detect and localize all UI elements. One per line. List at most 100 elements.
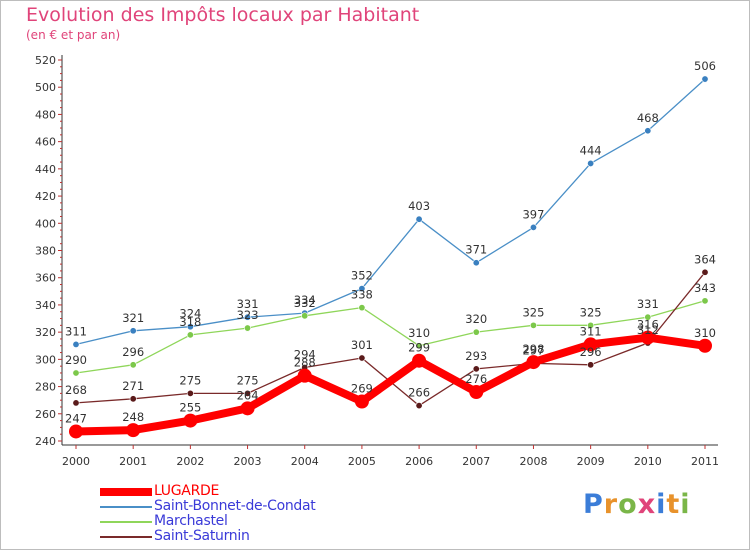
data-point-saint-bonnet-de-condat bbox=[529, 223, 537, 231]
data-label-lugarde: 310 bbox=[694, 326, 716, 340]
legend-label: Saint-Bonnet-de-Condat bbox=[154, 498, 316, 514]
data-label-lugarde: 299 bbox=[408, 341, 430, 355]
data-point-lugarde bbox=[297, 368, 312, 383]
data-label-saint-saturnin: 293 bbox=[465, 349, 487, 363]
series-line-lugarde bbox=[75, 333, 706, 436]
data-label-marchastel: 332 bbox=[294, 296, 316, 310]
data-point-saint-saturnin bbox=[415, 402, 423, 410]
logo-letter: t bbox=[666, 489, 681, 520]
data-point-lugarde bbox=[583, 337, 598, 352]
data-point-saint-bonnet-de-condat bbox=[587, 159, 595, 167]
data-label-saint-saturnin: 364 bbox=[694, 252, 716, 266]
data-label-saint-saturnin: 312 bbox=[637, 323, 659, 337]
data-label-saint-bonnet-de-condat: 334 bbox=[294, 293, 316, 307]
logo-letter: x bbox=[637, 489, 657, 520]
data-label-lugarde: 264 bbox=[237, 388, 259, 402]
data-point-lugarde bbox=[640, 330, 655, 345]
data-label-saint-saturnin: 297 bbox=[522, 343, 544, 357]
series-layer bbox=[69, 75, 712, 439]
chart-axes: 240 260 280 300 320 340 360 380 400 420 440 460 480 5… bbox=[35, 54, 719, 468]
data-point-lugarde bbox=[412, 353, 427, 368]
data-label-lugarde: 269 bbox=[351, 382, 373, 396]
legend-label: Marchastel bbox=[154, 513, 228, 529]
data-point-marchastel bbox=[587, 321, 595, 329]
data-point-saint-bonnet-de-condat bbox=[358, 285, 366, 293]
x-tick-label: 2008 bbox=[519, 455, 547, 468]
logo-letter: i bbox=[680, 489, 691, 520]
data-point-saint-bonnet-de-condat bbox=[701, 75, 709, 83]
data-point-lugarde bbox=[183, 413, 198, 428]
chart-subtitle: (en € et par an) bbox=[26, 28, 121, 42]
data-point-saint-saturnin bbox=[701, 268, 709, 276]
data-label-lugarde: 276 bbox=[465, 372, 487, 386]
data-point-saint-bonnet-de-condat bbox=[244, 313, 252, 321]
data-label-saint-bonnet-de-condat: 311 bbox=[65, 324, 87, 338]
data-point-marchastel bbox=[529, 321, 537, 329]
data-label-saint-saturnin: 301 bbox=[351, 338, 373, 352]
data-point-marchastel bbox=[301, 312, 309, 320]
data-point-saint-saturnin bbox=[244, 389, 252, 397]
data-point-saint-bonnet-de-condat bbox=[472, 259, 480, 267]
y-tick-label: 440 bbox=[35, 163, 56, 176]
data-point-lugarde bbox=[69, 424, 83, 439]
y-tick-label: 480 bbox=[35, 108, 56, 121]
data-label-marchastel: 318 bbox=[179, 315, 201, 329]
data-label-saint-saturnin: 266 bbox=[408, 386, 430, 400]
legend-swatch bbox=[100, 506, 152, 508]
legend-swatch bbox=[100, 521, 152, 523]
chart-title: Evolution des Impôts locaux par Habitant bbox=[26, 4, 420, 26]
data-label-saint-saturnin: 275 bbox=[237, 373, 259, 387]
data-point-lugarde bbox=[526, 355, 541, 370]
data-point-saint-saturnin bbox=[472, 365, 480, 373]
data-label-marchastel: 323 bbox=[237, 308, 259, 322]
x-tick-label: 2007 bbox=[462, 455, 490, 468]
y-tick-label: 500 bbox=[35, 81, 56, 94]
legend-swatch bbox=[100, 488, 152, 496]
data-label-saint-saturnin: 268 bbox=[65, 383, 87, 397]
series-line-saint-bonnet-de-condat bbox=[75, 78, 706, 346]
data-point-lugarde bbox=[240, 401, 255, 416]
y-tick-label: 320 bbox=[35, 326, 56, 339]
data-label-marchastel: 331 bbox=[637, 297, 659, 311]
data-point-marchastel bbox=[358, 304, 366, 312]
legend-label: LUGARDE bbox=[154, 483, 220, 499]
y-tick-label: 280 bbox=[35, 381, 56, 394]
logo-letter: P bbox=[583, 489, 604, 520]
data-label-marchastel: 290 bbox=[65, 353, 87, 367]
data-label-lugarde: 247 bbox=[65, 411, 87, 425]
data-point-lugarde bbox=[469, 385, 484, 400]
data-label-saint-saturnin: 275 bbox=[179, 373, 201, 387]
logo-letter: o bbox=[618, 489, 638, 520]
x-tick-label: 2010 bbox=[634, 455, 662, 468]
data-label-lugarde: 248 bbox=[122, 410, 144, 424]
data-label-marchastel: 310 bbox=[408, 326, 430, 340]
data-point-saint-bonnet-de-condat bbox=[644, 127, 652, 135]
y-tick-label: 340 bbox=[35, 299, 56, 312]
data-label-saint-bonnet-de-condat: 444 bbox=[580, 143, 602, 157]
data-label-lugarde: 316 bbox=[637, 318, 659, 332]
data-point-saint-saturnin bbox=[72, 399, 80, 407]
data-label-saint-bonnet-de-condat: 371 bbox=[465, 243, 487, 257]
data-label-saint-bonnet-de-condat: 506 bbox=[694, 59, 716, 73]
x-tick-label: 2003 bbox=[234, 455, 262, 468]
data-point-saint-bonnet-de-condat bbox=[72, 340, 80, 348]
data-label-marchastel: 296 bbox=[122, 345, 144, 359]
data-label-marchastel: 325 bbox=[580, 305, 602, 319]
data-point-saint-saturnin bbox=[186, 389, 194, 397]
data-label-lugarde: 288 bbox=[294, 356, 316, 370]
data-label-saint-bonnet-de-condat: 321 bbox=[122, 311, 144, 325]
data-label-marchastel: 320 bbox=[465, 312, 487, 326]
data-point-marchastel bbox=[244, 324, 252, 332]
data-label-saint-bonnet-de-condat: 468 bbox=[637, 111, 659, 125]
data-point-saint-bonnet-de-condat bbox=[186, 323, 194, 331]
logo-letter: i bbox=[656, 489, 667, 520]
data-label-lugarde: 255 bbox=[179, 401, 201, 415]
data-label-marchastel: 338 bbox=[351, 288, 373, 302]
data-point-lugarde bbox=[698, 338, 712, 353]
x-tick-label: 2006 bbox=[405, 455, 433, 468]
data-label-saint-saturnin: 296 bbox=[580, 345, 602, 359]
series-line-marchastel bbox=[75, 300, 706, 374]
x-tick-label: 2011 bbox=[691, 455, 719, 468]
